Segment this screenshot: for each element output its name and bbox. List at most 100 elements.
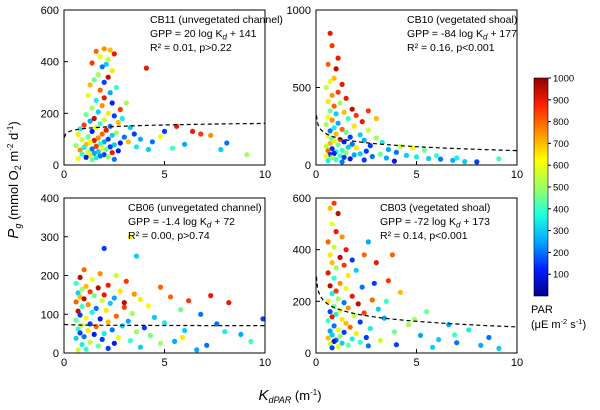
data-point (81, 296, 87, 302)
y-tick-label: 200 (293, 296, 311, 308)
data-point (105, 154, 111, 160)
data-point (333, 66, 339, 72)
data-point (81, 334, 87, 340)
data-point (79, 286, 85, 292)
x-tick-label: 5 (161, 357, 167, 369)
panel-cb11: 0 5 10 0 200 400 600 CB11 (unvegetated channel… (41, 5, 283, 181)
y-tick-label: 600 (293, 193, 311, 205)
data-point (226, 300, 232, 306)
data-point (93, 305, 99, 311)
data-point (353, 267, 359, 273)
data-point (369, 297, 375, 303)
data-point (434, 153, 440, 159)
data-point (115, 334, 121, 341)
data-point (341, 139, 347, 145)
colorbar-tick-label: 200 (553, 248, 569, 259)
data-point (385, 278, 391, 284)
regression-equation: GPP = -1.4 log Kd + 72 (128, 216, 235, 230)
data-point (186, 298, 192, 304)
data-point (101, 292, 107, 298)
data-point (335, 120, 341, 126)
data-point (327, 328, 333, 334)
colorbar-tick-label: 500 (553, 183, 569, 194)
data-point (224, 140, 230, 146)
data-point (157, 340, 164, 346)
x-tick-label: 10 (511, 357, 523, 369)
data-point (89, 60, 95, 66)
data-point (77, 312, 83, 318)
data-point (323, 84, 329, 91)
x-tick-label: 0 (313, 169, 319, 181)
data-point (109, 150, 115, 156)
data-point (137, 296, 143, 303)
data-point (327, 78, 333, 84)
data-point (329, 92, 335, 98)
data-point (335, 327, 341, 333)
data-point (83, 112, 89, 118)
data-point (343, 285, 349, 291)
data-point (486, 334, 492, 341)
data-point (131, 291, 137, 297)
data-point (95, 285, 101, 291)
data-point (101, 46, 107, 52)
data-point (248, 338, 254, 344)
data-point (129, 310, 135, 317)
data-point (190, 128, 196, 134)
x-tick-label: 0 (61, 169, 67, 181)
data-point (417, 332, 424, 338)
regression-equation: GPP = -72 log Kd + 173 (380, 216, 490, 230)
data-point (111, 51, 117, 57)
data-point (345, 144, 351, 150)
data-point (137, 136, 143, 142)
data-point (123, 278, 129, 284)
data-point (341, 109, 347, 115)
data-point (95, 72, 101, 78)
data-point (323, 143, 329, 149)
data-point (93, 97, 99, 103)
x-tick-label: 0 (61, 357, 67, 369)
data-point (393, 342, 399, 348)
data-point (79, 137, 85, 143)
data-point (426, 155, 432, 162)
data-point (115, 148, 121, 154)
data-point (361, 252, 367, 258)
data-point (331, 275, 337, 281)
data-point (335, 89, 341, 95)
data-point (107, 144, 113, 150)
data-point (87, 289, 93, 295)
data-point (389, 252, 395, 258)
data-point (353, 112, 359, 118)
data-point (329, 117, 335, 123)
data-point (101, 117, 107, 123)
data-point (137, 344, 143, 350)
data-point (157, 134, 164, 140)
axis-ticks: 0 5 10 0 200 400 600 (293, 193, 523, 369)
y-tick-label: 600 (41, 5, 59, 17)
data-point (337, 100, 343, 106)
data-point (327, 30, 333, 36)
x-tick-label: 5 (413, 357, 419, 369)
data-point (329, 221, 335, 227)
data-point (373, 260, 379, 266)
data-point (89, 309, 95, 315)
data-point (339, 81, 345, 87)
data-point (172, 338, 178, 344)
data-point (341, 300, 347, 306)
colorbar-tick-label: 400 (553, 204, 569, 215)
data-point (105, 136, 111, 142)
data-point (77, 330, 83, 336)
x-tick-label: 5 (413, 169, 419, 181)
regression-stats: R² = 0.00, p>0.74 (128, 230, 210, 242)
panel-title: CB06 (unvegetated channel) (128, 202, 262, 214)
data-point (93, 143, 99, 149)
data-point (335, 142, 341, 148)
data-point (198, 311, 204, 317)
data-point (107, 47, 113, 53)
data-point (424, 309, 430, 315)
data-point (87, 118, 93, 124)
data-point (244, 152, 250, 158)
x-axis-label: KdPAR (m-1) (258, 387, 321, 405)
data-point (157, 284, 164, 290)
data-point (325, 61, 331, 67)
data-point (337, 254, 343, 260)
